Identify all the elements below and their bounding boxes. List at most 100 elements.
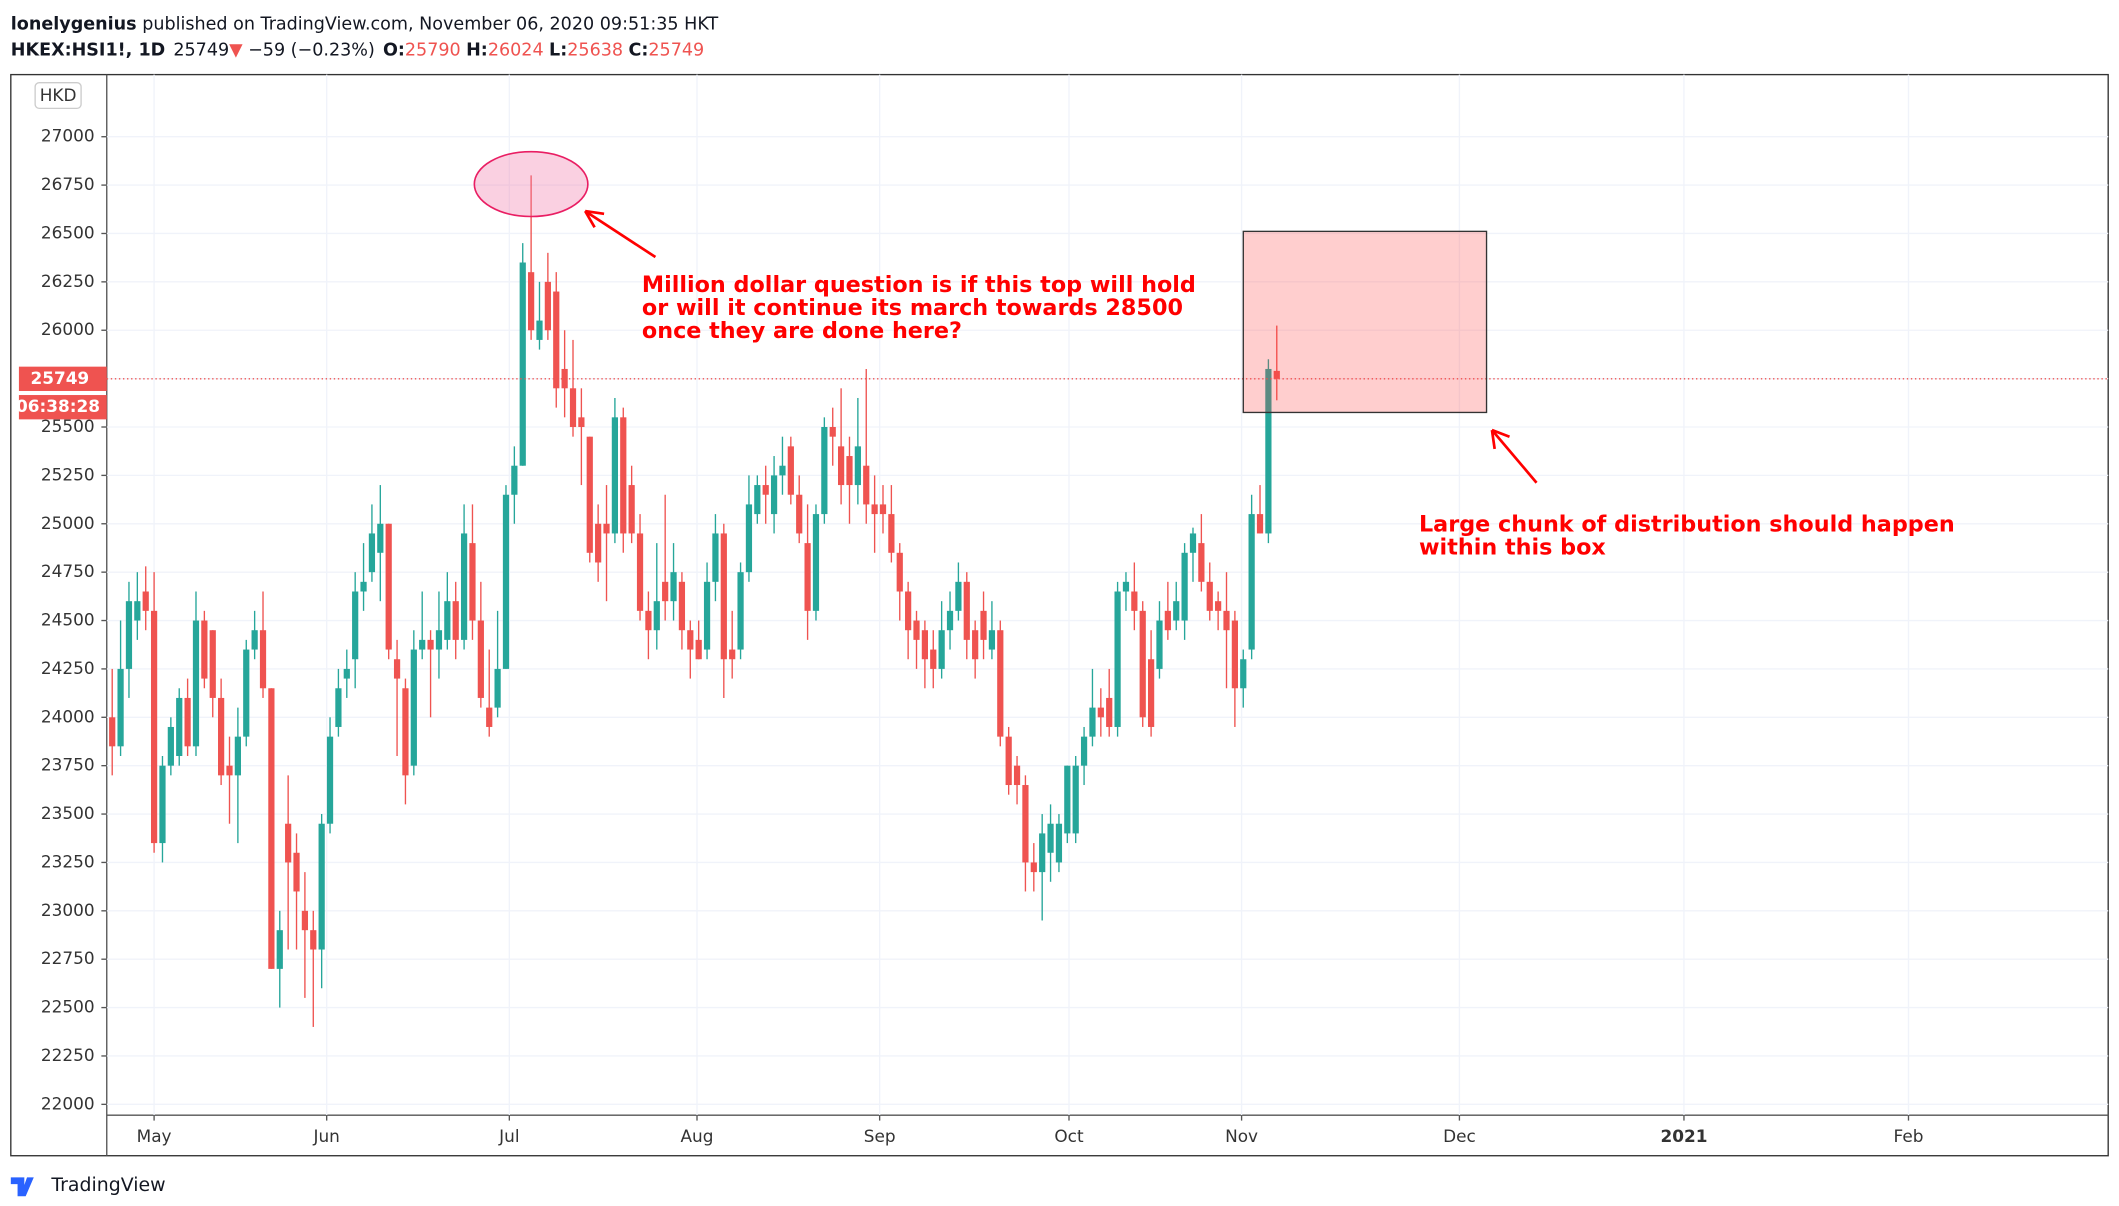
x-tick-label: Aug bbox=[681, 1126, 714, 1146]
y-tick-label: 26250 bbox=[41, 271, 95, 291]
candle-body bbox=[553, 291, 560, 389]
y-tick-label: 22500 bbox=[41, 997, 95, 1017]
y-tick-label: 24000 bbox=[41, 706, 95, 726]
candle-body bbox=[301, 910, 309, 931]
candle-body bbox=[360, 581, 367, 592]
candle-body bbox=[293, 852, 300, 892]
candle-body bbox=[603, 523, 610, 534]
candle-body bbox=[695, 639, 702, 660]
candle-body bbox=[1231, 620, 1238, 689]
candle-body bbox=[821, 427, 828, 515]
price-tags: 25749 06:38:28 bbox=[16, 366, 107, 420]
y-tick-label: 25000 bbox=[41, 513, 95, 533]
candle-body bbox=[1147, 659, 1155, 727]
ohlc-value: 25749 bbox=[648, 40, 704, 60]
candle-body bbox=[402, 688, 409, 776]
candle-body bbox=[1072, 765, 1079, 834]
candle-body bbox=[1164, 610, 1171, 631]
candle-body bbox=[1064, 765, 1071, 834]
candle-body bbox=[796, 494, 803, 534]
y-tick-label: 25250 bbox=[41, 464, 95, 484]
candle-body bbox=[494, 668, 501, 708]
candle-body bbox=[1030, 862, 1037, 873]
candle-body bbox=[544, 281, 551, 331]
candle-body bbox=[218, 697, 225, 776]
candle-body bbox=[226, 765, 233, 776]
y-tick-label: 22000 bbox=[41, 1093, 95, 1113]
candle-body bbox=[770, 475, 778, 515]
header-line-2: HKEX:HSI1!, 1D 25749▼ −59 (−0.23%) O:25790 H… bbox=[11, 40, 704, 60]
candle-body bbox=[636, 533, 644, 611]
candle-body bbox=[762, 485, 769, 495]
candle-body bbox=[125, 601, 133, 669]
change-arrow: ▼ bbox=[229, 40, 243, 60]
candle-body bbox=[469, 543, 476, 621]
ohlc-value: 25638 bbox=[567, 40, 623, 60]
background bbox=[0, 7, 2119, 1199]
change: −59 (−0.23%) bbox=[248, 40, 375, 60]
candle-body bbox=[1248, 514, 1255, 650]
annotation-line: Million dollar question is if this top w… bbox=[642, 272, 1196, 298]
candle-body bbox=[477, 620, 484, 698]
candle-body bbox=[209, 630, 216, 698]
x-tick-label: May bbox=[137, 1126, 172, 1146]
candle-body bbox=[729, 649, 736, 660]
candle-body bbox=[921, 630, 928, 660]
candle-body bbox=[980, 610, 987, 640]
grid: 22000 22250 22500 22750 23000 23250 23500 23750… bbox=[41, 74, 2109, 1146]
candle-body bbox=[444, 601, 451, 640]
candle-body bbox=[812, 514, 820, 611]
ohlc-label: H: bbox=[466, 40, 488, 60]
candle-body bbox=[142, 591, 149, 611]
candle-body bbox=[234, 736, 241, 776]
candle-body bbox=[109, 717, 116, 747]
x-tick-label: Feb bbox=[1894, 1126, 1924, 1146]
y-tick-label: 26500 bbox=[41, 222, 95, 242]
candle-body bbox=[1005, 736, 1012, 786]
x-tick-label: Sep bbox=[864, 1126, 896, 1146]
candle-body bbox=[737, 572, 744, 650]
candle-body bbox=[318, 823, 325, 950]
y-tick-label: 23500 bbox=[41, 803, 95, 823]
candle-body bbox=[243, 649, 250, 737]
candle-body bbox=[1106, 697, 1113, 727]
x-tick-label: Oct bbox=[1054, 1126, 1084, 1146]
candle-body bbox=[285, 823, 292, 863]
candle-body bbox=[1131, 591, 1138, 611]
candle-body bbox=[863, 465, 870, 505]
ohlc-label: C: bbox=[628, 40, 648, 60]
candle-body bbox=[578, 417, 585, 428]
candle-body bbox=[335, 688, 342, 727]
candle-body bbox=[251, 630, 258, 650]
candle-body bbox=[787, 446, 794, 495]
candle-body bbox=[134, 601, 141, 621]
y-tick-label: 22750 bbox=[41, 948, 95, 968]
candle-body bbox=[184, 697, 191, 747]
y-tick-label: 26750 bbox=[41, 174, 95, 194]
candle-body bbox=[343, 668, 350, 679]
candle-body bbox=[427, 639, 434, 650]
candle-body bbox=[720, 533, 727, 660]
candle-body bbox=[561, 368, 568, 389]
y-tick-label: 22250 bbox=[41, 1045, 95, 1065]
candle-body bbox=[645, 610, 652, 631]
published: published on TradingView.com, November 0… bbox=[137, 15, 719, 35]
candle-body bbox=[678, 581, 686, 631]
brand: TradingView bbox=[50, 1174, 165, 1196]
candle-body bbox=[259, 630, 267, 689]
candle-body bbox=[502, 494, 510, 669]
candle-body bbox=[829, 427, 836, 437]
candle-body bbox=[1265, 368, 1272, 534]
candle-body bbox=[955, 581, 962, 611]
distribution-box bbox=[1242, 230, 1488, 414]
candle-body bbox=[1114, 591, 1121, 727]
candle-body bbox=[838, 446, 845, 486]
ohlc-label: O: bbox=[383, 40, 405, 60]
candle-body bbox=[528, 272, 535, 331]
candle-body bbox=[963, 581, 970, 640]
candle-body bbox=[1256, 514, 1264, 534]
candle-body bbox=[1156, 620, 1163, 669]
candle-body bbox=[460, 533, 468, 640]
candle-body bbox=[536, 320, 543, 340]
